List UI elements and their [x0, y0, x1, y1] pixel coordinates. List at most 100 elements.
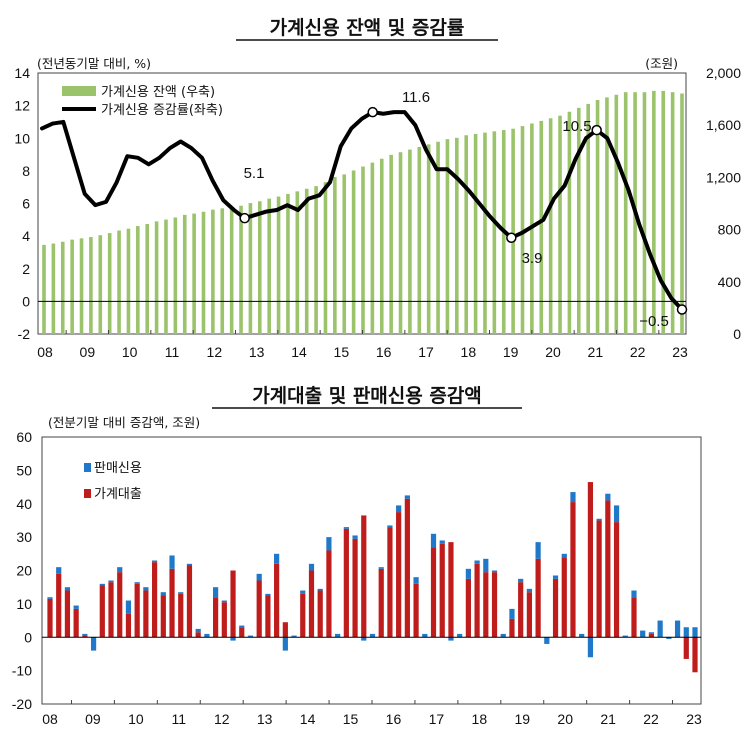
- x-tick-label: 13: [257, 711, 273, 727]
- household-loan-bar: [683, 637, 689, 659]
- balance-bar: [98, 235, 103, 334]
- left-tick-label: 0: [22, 293, 30, 309]
- household-loan-bar: [648, 633, 655, 638]
- sales-credit-bar: [151, 560, 158, 563]
- left-tick-label: 2: [22, 261, 30, 277]
- balance-bar: [286, 193, 290, 334]
- annotated-point: [239, 212, 250, 224]
- y-tick-label: 10: [16, 596, 32, 612]
- sales-credit-bar: [605, 493, 611, 501]
- household-loan-bar: [47, 598, 53, 638]
- household-loan-bar: [169, 568, 175, 638]
- sales-credit-bar: [404, 495, 410, 499]
- household-loan-bar: [195, 632, 201, 638]
- sales-credit-bar: [544, 637, 550, 644]
- chart-1-left-axis-labels: 14 12 10 8 6 4 2 0 -2: [14, 65, 30, 342]
- x-tick-label: 12: [214, 711, 230, 727]
- legend-sales-credit-label: 판매신용: [94, 461, 142, 476]
- household-loan-bar: [474, 563, 480, 638]
- sales-credit-bar: [483, 558, 489, 573]
- household-loan-bar: [213, 597, 219, 638]
- sales-credit-bar: [674, 620, 681, 638]
- balance-bar: [417, 146, 422, 334]
- balance-bar: [539, 120, 544, 334]
- balance-bar: [333, 177, 337, 334]
- sales-credit-bar: [143, 587, 149, 591]
- sales-credit-bar: [213, 587, 219, 598]
- sales-credit-bar: [439, 540, 445, 544]
- sales-credit-bar: [134, 582, 140, 584]
- household-loan-bar: [56, 573, 62, 638]
- balance-bar: [548, 118, 553, 334]
- legend-line-label: 가계신용 증감률(좌축): [101, 103, 223, 118]
- annotated-point: [591, 124, 602, 136]
- sales-credit-bar: [474, 560, 480, 564]
- sales-credit-bar: [352, 535, 358, 539]
- balance-bar: [567, 111, 572, 334]
- balance-bar: [173, 217, 178, 334]
- chart-1-left-unit: (전년동기말 대비, %): [37, 56, 151, 71]
- balance-bar: [483, 132, 487, 334]
- sales-credit-bar: [90, 637, 97, 651]
- x-tick-label: 19: [514, 711, 530, 727]
- sales-credit-bar: [282, 637, 288, 651]
- x-tick-label: 18: [472, 711, 488, 727]
- household-loan-bar: [143, 590, 149, 638]
- left-tick-label: 6: [22, 196, 30, 212]
- household-loan-bar: [108, 582, 114, 638]
- household-loan-bar: [413, 583, 419, 638]
- balance-bar: [455, 137, 459, 334]
- x-tick-label: 22: [630, 344, 646, 360]
- balance-bar: [398, 152, 403, 334]
- x-tick-label: 23: [686, 711, 702, 727]
- x-tick-label: 17: [418, 344, 434, 360]
- household-loan-bar: [491, 572, 498, 638]
- left-tick-label: 14: [14, 65, 30, 81]
- balance-bar: [267, 198, 271, 334]
- balance-bar: [661, 90, 666, 334]
- right-tick-label: 800: [718, 222, 742, 238]
- annotation-5-1: 5.1: [244, 165, 265, 182]
- household-loan-bar: [587, 482, 594, 638]
- household-loan-bar: [465, 578, 471, 638]
- balance-bar: [192, 213, 196, 334]
- sales-credit-bar: [378, 567, 384, 569]
- sales-credit-bar: [169, 555, 175, 569]
- x-tick-label: 09: [85, 711, 101, 727]
- sales-credit-bar: [56, 567, 62, 574]
- sales-credit-bar: [613, 505, 620, 523]
- chart-2: 가계대출 및 판매신용 증감액 (전분기말 대비 증감액, 조원) 60 50 40…: [12, 385, 702, 727]
- right-tick-label: 1,600: [706, 117, 741, 133]
- balance-bar: [426, 144, 431, 334]
- sales-credit-bar: [361, 637, 367, 641]
- chart-2-bars: [47, 482, 698, 673]
- chart-1-ticks: [65, 330, 660, 334]
- household-loan-bar: [308, 570, 315, 638]
- right-tick-label: 1,200: [706, 169, 741, 185]
- chart-2-unit: (전분기말 대비 증감액, 조원): [48, 415, 200, 430]
- household-loan-bar: [692, 637, 698, 673]
- balance-bar: [520, 126, 525, 334]
- chart-1-right-unit: (조원): [645, 56, 678, 71]
- balance-bar: [323, 182, 328, 334]
- household-loan-bar: [430, 547, 437, 638]
- sales-credit-bar: [64, 587, 71, 591]
- balance-bar: [126, 228, 131, 334]
- sales-credit-bar: [117, 567, 123, 573]
- legend-bar-label: 가계신용 잔액 (우축): [101, 85, 215, 100]
- balance-bar: [605, 97, 609, 335]
- household-loan-bar: [613, 522, 620, 638]
- household-loan-bar: [552, 578, 559, 638]
- household-loan-bar: [265, 595, 271, 638]
- chart-2-ticks: [70, 700, 674, 704]
- household-loan-bar: [361, 515, 367, 638]
- left-tick-label: 12: [14, 98, 30, 114]
- chart-2-title: 가계대출 및 판매신용 증감액: [252, 385, 482, 407]
- y-tick-label: -10: [12, 663, 32, 679]
- balance-bar: [257, 201, 262, 334]
- chart-1-bars: [42, 90, 684, 335]
- sales-credit-bar: [596, 518, 602, 521]
- right-tick-label: 400: [718, 274, 742, 290]
- annotation-11-6: 11.6: [402, 89, 430, 106]
- x-tick-label: 18: [461, 344, 477, 360]
